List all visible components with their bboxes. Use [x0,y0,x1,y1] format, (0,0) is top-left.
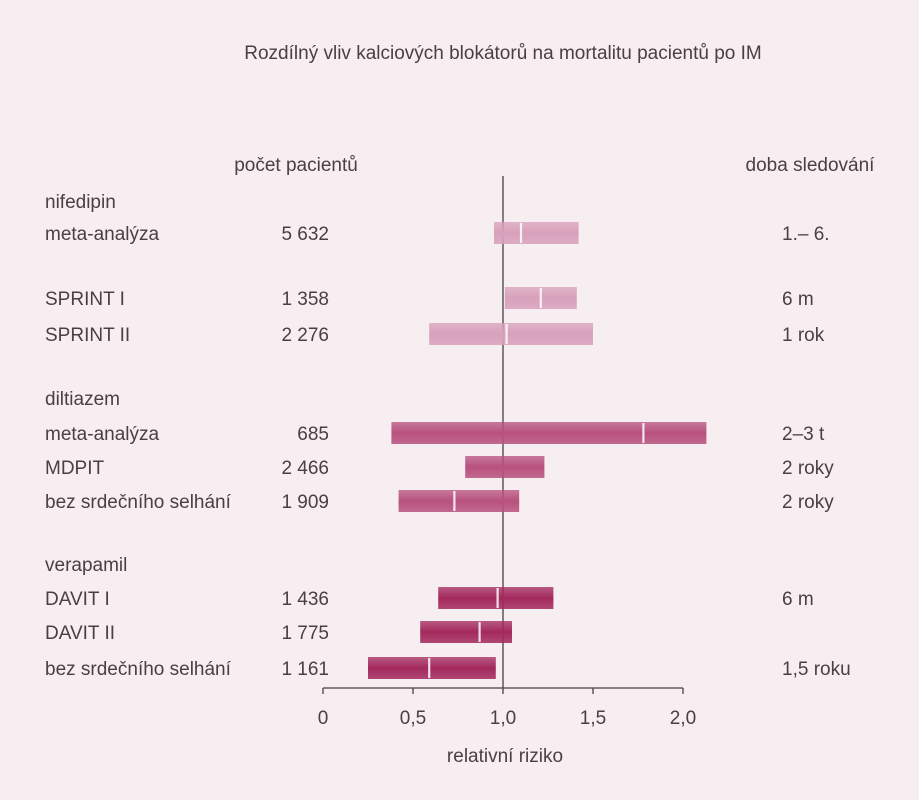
row-followup: 1 rok [782,325,825,346]
row-label: meta-analýza [45,224,159,245]
header-patients: počet pacientů [234,155,358,176]
row-patients: 1 358 [281,289,329,310]
row-patients: 685 [297,424,329,445]
row-followup: 2 roky [782,492,834,513]
row-label: bez srdečního selhání [45,492,232,513]
row-label: MDPIT [45,458,105,479]
x-tick-label: 2,0 [670,708,696,729]
ci-bar [465,456,545,478]
chart-title: Rozdílný vliv kalciových blokátorů na mo… [244,43,761,64]
row-followup: 2 roky [782,458,834,479]
row-followup: 6 m [782,589,814,610]
ci-bar [438,587,554,609]
row-patients: 2 276 [281,325,329,346]
ci-bar [420,621,512,643]
x-tick-label: 1,0 [490,708,516,729]
group-label-diltiazem: diltiazem [45,389,120,410]
ci-bar [391,422,707,444]
ci-bar [398,490,520,512]
row-patients: 5 632 [281,224,329,245]
row-followup: 1.– 6. [782,224,830,245]
row-patients: 1 161 [281,659,329,680]
row-followup: 6 m [782,289,814,310]
ci-bar [368,657,496,679]
row-label: SPRINT II [45,325,130,346]
row-patients: 1 775 [281,623,329,644]
x-axis-label: relativní riziko [447,746,563,767]
x-tick-label: 0,5 [400,708,426,729]
header-followup: doba sledování [746,155,876,176]
x-tick-label: 0 [318,708,329,729]
row-followup: 2–3 t [782,424,825,445]
row-label: DAVIT I [45,589,110,610]
ci-bar [494,222,579,244]
group-label-verapamil: verapamil [45,555,127,576]
row-label: bez srdečního selhání [45,659,232,680]
x-tick-label: 1,5 [580,708,606,729]
row-patients: 1 909 [281,492,329,513]
ci-bar [429,323,593,345]
row-label: meta-analýza [45,424,159,445]
group-label-nifedipin: nifedipin [45,192,116,213]
row-label: DAVIT II [45,623,115,644]
row-patients: 1 436 [281,589,329,610]
row-followup: 1,5 roku [782,659,851,680]
row-patients: 2 466 [281,458,329,479]
row-label: SPRINT I [45,289,125,310]
